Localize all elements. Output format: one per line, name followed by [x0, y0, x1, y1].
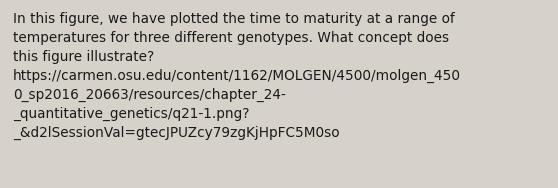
Text: 0_sp2016_20663/resources/chapter_24-: 0_sp2016_20663/resources/chapter_24-: [13, 88, 286, 102]
Text: this figure illustrate?: this figure illustrate?: [13, 50, 154, 64]
Text: _&d2lSessionVal=gtecJPUZcy79zgKjHpFC5M0so: _&d2lSessionVal=gtecJPUZcy79zgKjHpFC5M0s…: [13, 126, 340, 140]
Text: https://carmen.osu.edu/content/1162/MOLGEN/4500/molgen_450: https://carmen.osu.edu/content/1162/MOLG…: [13, 69, 461, 83]
Text: In this figure, we have plotted the time to maturity at a range of: In this figure, we have plotted the time…: [13, 12, 455, 26]
Text: temperatures for three different genotypes. What concept does: temperatures for three different genotyp…: [13, 31, 449, 45]
Text: _quantitative_genetics/q21-1.png?: _quantitative_genetics/q21-1.png?: [13, 107, 249, 121]
